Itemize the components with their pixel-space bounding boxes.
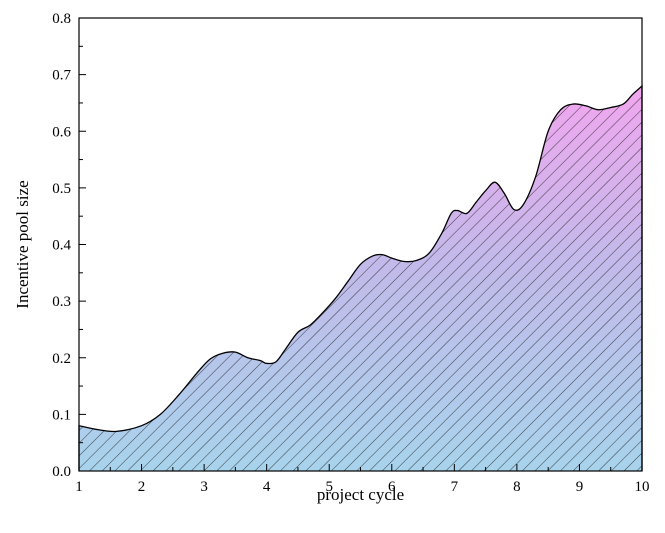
x-tick-label: 10 <box>635 479 650 495</box>
x-tick-label: 3 <box>200 479 208 495</box>
y-tick-label: 0.1 <box>52 407 71 423</box>
y-tick-label: 0.3 <box>52 294 71 310</box>
x-tick-label: 6 <box>388 479 396 495</box>
x-tick-label: 7 <box>451 479 459 495</box>
x-axis-label: project cycle <box>317 485 404 504</box>
y-tick-label: 0.7 <box>52 68 71 84</box>
y-tick-label: 0.0 <box>52 464 71 480</box>
area-hatch <box>79 85 642 471</box>
x-tick-label: 9 <box>576 479 584 495</box>
x-tick-label: 8 <box>513 479 521 495</box>
series-line <box>78 84 643 471</box>
axis-ticks: 1 2 3 4 5 6 7 8 9 10 0.0 0.1 0.2 0.3 0.4 0.5 0.6 0.7 0.8 <box>52 11 649 495</box>
y-axis-label: Incentive pool size <box>13 180 32 308</box>
plot-area <box>78 84 643 471</box>
x-tick-label: 1 <box>75 479 83 495</box>
y-tick-label: 0.8 <box>52 11 71 27</box>
x-tick-label: 5 <box>325 479 333 495</box>
y-tick-label: 0.4 <box>52 238 71 254</box>
y-tick-label: 0.5 <box>52 181 71 197</box>
x-tick-label: 2 <box>138 479 146 495</box>
y-tick-label: 0.2 <box>52 351 71 367</box>
x-tick-label: 4 <box>263 479 271 495</box>
y-tick-label: 0.6 <box>52 124 71 140</box>
